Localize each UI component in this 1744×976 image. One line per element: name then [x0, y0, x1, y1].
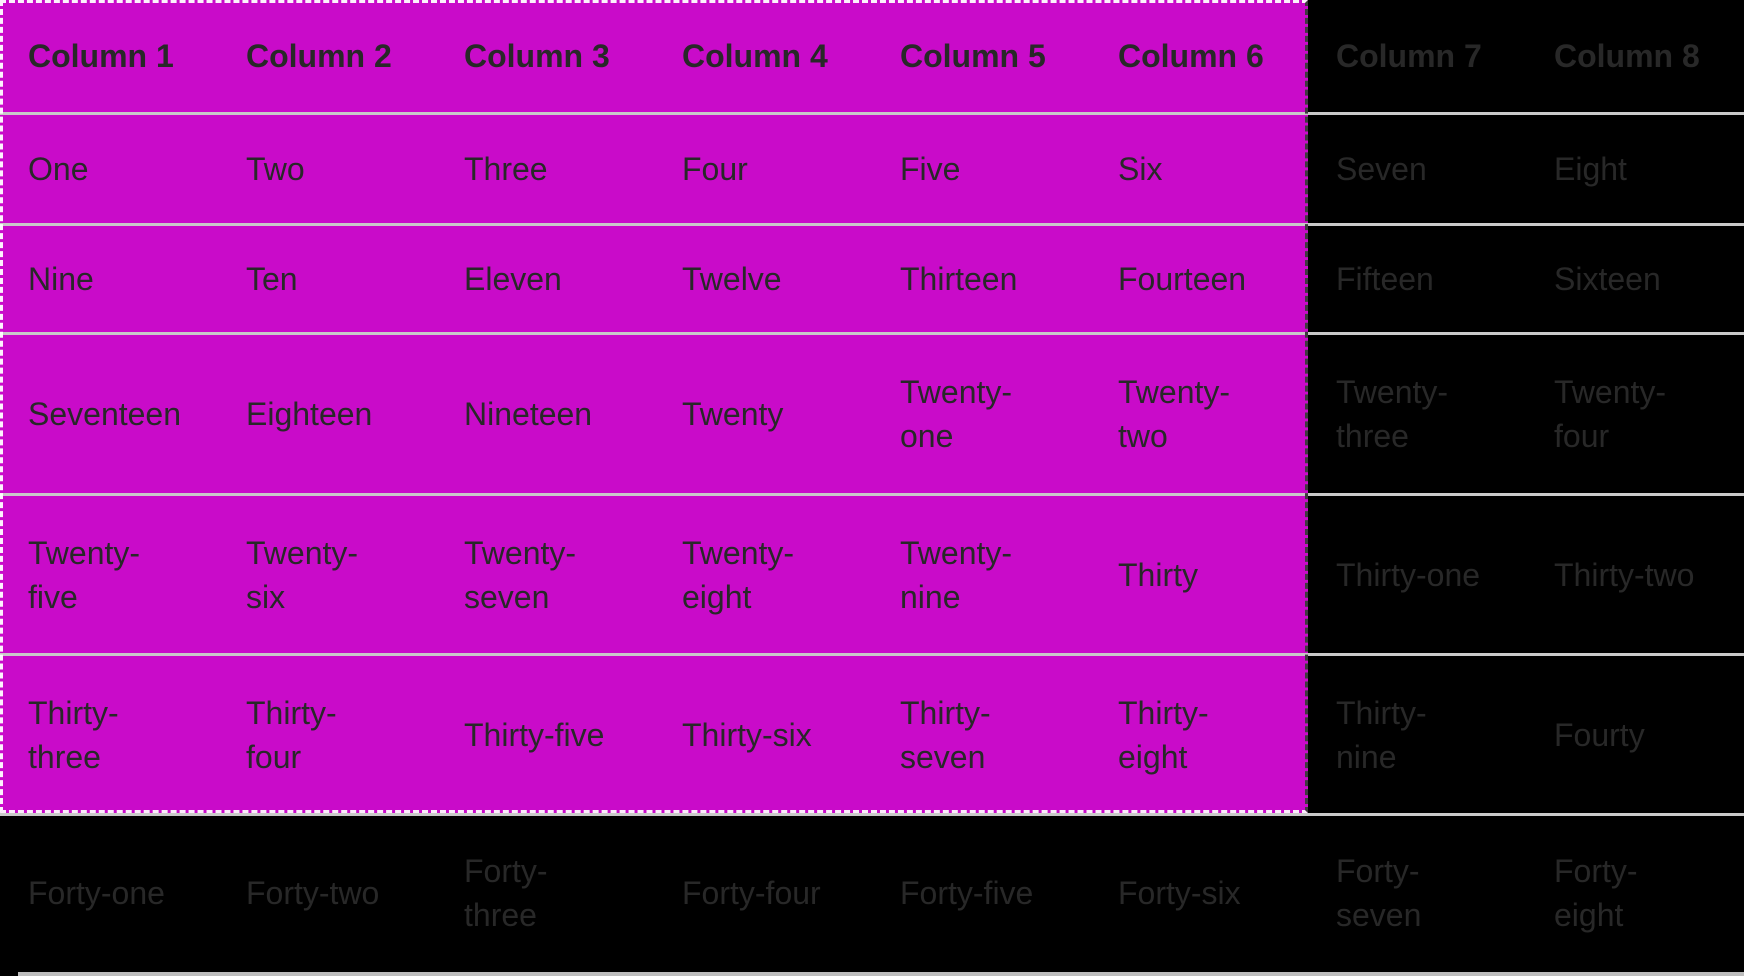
table-cell[interactable]: Seventeen — [28, 396, 182, 432]
table-cell[interactable]: Three — [464, 151, 548, 187]
table-cell[interactable]: One — [28, 151, 89, 187]
table-row: Seventeen Eighteen Nineteen Twenty Twent… — [0, 332, 1744, 493]
table-cell[interactable]: Forty- seven — [1336, 853, 1422, 933]
header-cell-column-3[interactable]: Column 3 — [464, 38, 610, 74]
table-cell[interactable]: Thirty- three — [28, 694, 119, 775]
table-cell[interactable]: Thirty — [1118, 556, 1198, 593]
table-cell[interactable]: Thirty-five — [464, 716, 605, 753]
table-cell[interactable]: Nine — [28, 261, 94, 297]
table-cell[interactable]: Twelve — [682, 261, 782, 297]
table-cell[interactable]: Fifteen — [1336, 261, 1434, 297]
table-row: Thirty- three Thirty- four Thirty-five T… — [0, 653, 1744, 813]
header-cell-column-5[interactable]: Column 5 — [900, 38, 1046, 74]
table-row: Nine Ten Eleven Twelve Thirteen Fourteen… — [0, 223, 1744, 332]
scrollbar-track[interactable] — [0, 970, 1744, 976]
header-cell-column-4[interactable]: Column 4 — [682, 38, 828, 74]
table-cell[interactable]: Thirty- seven — [900, 694, 991, 775]
table-cell[interactable]: Fourteen — [1118, 261, 1247, 297]
table-cell[interactable]: Twenty- four — [1554, 374, 1667, 454]
table-cell[interactable]: Thirty- four — [246, 694, 337, 775]
header-cell-column-1[interactable]: Column 1 — [28, 38, 174, 74]
table-row: One Two Three Four Five Six Seven Eight — [0, 112, 1744, 223]
table-cell[interactable]: Forty-six — [1118, 875, 1241, 911]
table-cell[interactable]: Sixteen — [1554, 261, 1661, 297]
table-cell[interactable]: Thirty- nine — [1336, 694, 1427, 775]
table-cell[interactable]: Nineteen — [464, 396, 593, 432]
header-cell-column-8[interactable]: Column 8 — [1554, 38, 1700, 74]
table-cell[interactable]: Eighteen — [246, 396, 373, 432]
table-cell[interactable]: Seven — [1336, 151, 1427, 187]
table-cell[interactable]: Eight — [1554, 151, 1627, 187]
selection-highlight — [0, 0, 1308, 813]
table-cell[interactable]: Twenty- nine — [900, 534, 1013, 615]
scrollbar-thumb[interactable] — [18, 972, 1744, 976]
table-cell[interactable]: Twenty- six — [246, 534, 359, 615]
table-cell[interactable]: Thirty-one — [1336, 556, 1481, 593]
table-cell[interactable]: Twenty- one — [900, 374, 1013, 454]
header-cell-column-2[interactable]: Column 2 — [246, 38, 392, 74]
table-row: Twenty- five Twenty- six Twenty- seven T… — [0, 493, 1744, 653]
table-cell[interactable]: Ten — [246, 261, 298, 297]
table-cell[interactable]: Forty-two — [246, 875, 380, 911]
table-cell[interactable]: Fourty — [1554, 716, 1645, 753]
table-cell[interactable]: Thirty-six — [682, 716, 812, 753]
table-cell[interactable]: Forty- eight — [1554, 853, 1638, 933]
table-cell[interactable]: Eleven — [464, 261, 562, 297]
table-cell[interactable]: Thirty- eight — [1118, 694, 1209, 775]
header-cell-column-6[interactable]: Column 6 — [1118, 38, 1264, 74]
table-cell[interactable]: Twenty- three — [1336, 374, 1449, 454]
table-cell[interactable]: Five — [900, 151, 961, 187]
table-cell[interactable]: Four — [682, 151, 748, 187]
table-row: Forty-one Forty-two Forty- three Forty-f… — [0, 813, 1744, 970]
table-cell[interactable]: Twenty- five — [28, 534, 141, 615]
header-row: Column 1 Column 2 Column 3 Column 4 Colu… — [0, 0, 1744, 112]
table-cell[interactable]: Six — [1118, 151, 1163, 187]
table-cell[interactable]: Twenty- seven — [464, 534, 577, 615]
table-cell[interactable]: Thirty-two — [1554, 556, 1695, 593]
table-cell[interactable]: Twenty- two — [1118, 374, 1231, 454]
table-cell[interactable]: Thirteen — [900, 261, 1018, 297]
table-cell[interactable]: Forty-five — [900, 875, 1034, 911]
table-cell[interactable]: Forty-four — [682, 875, 821, 911]
header-cell-column-7[interactable]: Column 7 — [1336, 38, 1482, 74]
table-cell[interactable]: Twenty — [682, 396, 784, 432]
table-cell[interactable]: Twenty- eight — [682, 534, 795, 615]
table-cell[interactable]: Two — [246, 151, 305, 187]
table-cell[interactable]: Forty- three — [464, 853, 548, 933]
table-cell[interactable]: Forty-one — [28, 875, 165, 911]
